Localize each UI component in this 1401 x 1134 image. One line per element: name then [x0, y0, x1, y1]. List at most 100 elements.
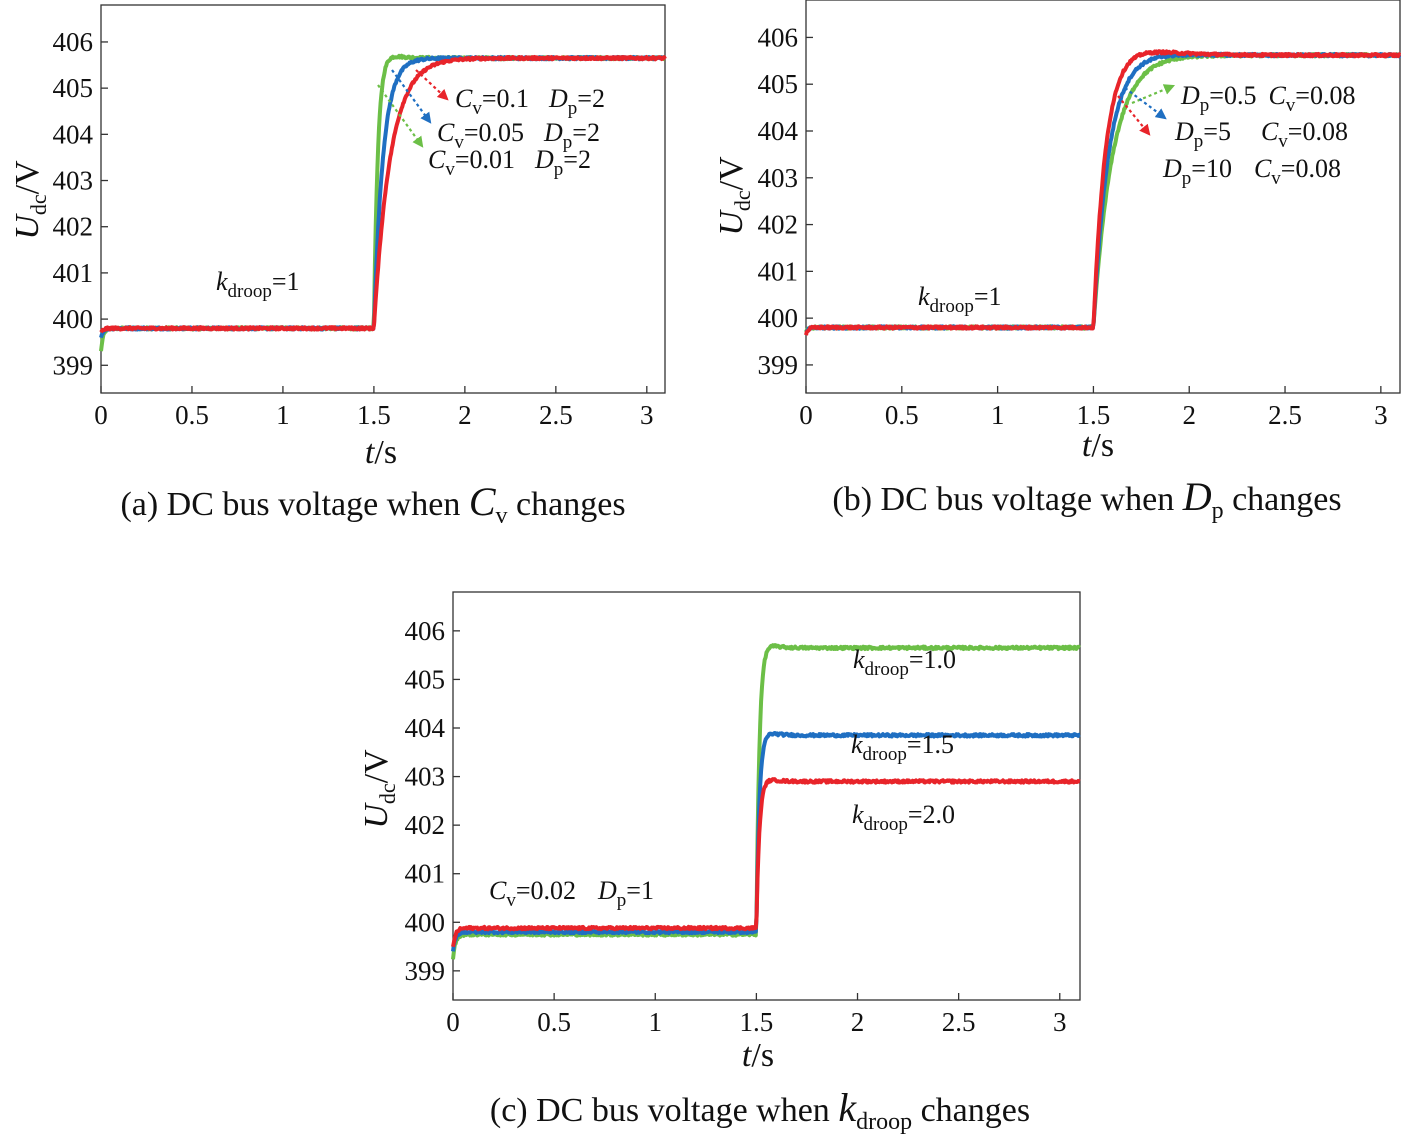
annotation-value: =2.0: [908, 800, 955, 829]
annotation-var: D: [1180, 81, 1200, 110]
annotation-sub: v: [472, 98, 482, 119]
annotation-arrow: [377, 84, 424, 148]
x-axis-unit: /s: [374, 434, 397, 471]
y-tick-label: 401: [53, 258, 94, 288]
annotation-arrow: [391, 69, 432, 124]
annotation-arrow: [1124, 87, 1167, 120]
x-tick-label: 0: [94, 400, 108, 430]
panel-caption: (a) DC bus voltage when Cv changes: [120, 479, 625, 529]
annotation-value: =2: [572, 118, 600, 147]
plot-frame: [452, 591, 1081, 1001]
caption-suffix: changes: [508, 486, 626, 523]
y-axis-sub: dc: [375, 783, 400, 804]
annotation-arrow: [1131, 84, 1176, 105]
annotation-value: =0.01: [455, 145, 515, 174]
y-tick-label: 399: [53, 350, 94, 380]
annotation-arrow: [415, 69, 449, 101]
x-tick-label: 1.5: [740, 1007, 774, 1037]
caption-sub: droop: [856, 1109, 912, 1134]
chart-panel-b: 399 400 401 402 403 404 405 406 0 0.5 1 1.5 2 2.5 3 Udc…: [713, 0, 1401, 524]
annotation-value: =0.02: [516, 876, 576, 905]
y-axis-label: Udc/V: [9, 160, 51, 240]
panel-caption: (c) DC bus voltage when kdroop changes: [490, 1085, 1030, 1134]
annotation-label: Cv=0.01 Dp=2: [428, 145, 591, 180]
annotation-label: Cv=0.05 Dp=2: [437, 118, 600, 153]
y-tick-label: 405: [53, 73, 94, 103]
y-tick-label: 399: [405, 956, 446, 986]
y-tick-label: 404: [405, 713, 446, 743]
plot-frame: [805, 0, 1401, 394]
series-line-1: [451, 643, 1082, 960]
annotation-value: =0.5: [1209, 81, 1256, 110]
x-axis-unit: /s: [751, 1037, 774, 1074]
annotation-var: k: [851, 730, 863, 759]
x-axis-unit: /s: [1091, 427, 1114, 464]
annotation-label: Dp=5 Cv=0.08: [1174, 117, 1348, 152]
annotation-sub: droop: [865, 659, 909, 680]
y-tick-label: 404: [758, 116, 799, 146]
y-tick-label: 402: [758, 210, 799, 240]
annotation-sub: droop: [228, 281, 272, 302]
caption-suffix: changes: [1224, 481, 1342, 518]
annotation-sub: p: [1194, 131, 1204, 152]
annotation-label: kdroop=1.5: [851, 730, 954, 765]
caption-prefix: (a) DC bus voltage when: [120, 486, 468, 523]
annotation-label: Dp=0.5 Cv=0.08: [1180, 81, 1355, 116]
y-axis-label: Udc/V: [358, 749, 400, 829]
annotation-value: =0.08: [1281, 154, 1341, 183]
x-tick-label: 3: [1053, 1007, 1067, 1037]
x-tick-label: 2: [458, 400, 472, 430]
annotation-var: D: [1162, 154, 1182, 183]
y-tick-label: 400: [405, 907, 446, 937]
annotation-var: C: [1254, 154, 1272, 183]
annotation-sub: v: [1271, 168, 1281, 189]
annotation-sub: droop: [863, 744, 907, 765]
annotation-label: kdroop=1.0: [853, 645, 956, 680]
annotation-sub: v: [1286, 95, 1296, 116]
y-axis-unit: /V: [358, 749, 395, 783]
annotation-var: D: [548, 84, 568, 113]
x-tick-label: 0.5: [175, 400, 209, 430]
x-tick-label: 0: [446, 1007, 460, 1037]
annotation-sub: p: [1200, 95, 1210, 116]
y-axis-var: U: [713, 209, 750, 236]
chart-panel-a: 399 400 401 402 403 404 405 406 0 0.5 1 1.5 2 2.5 3 Udc…: [9, 4, 667, 529]
x-tick-label: 2: [1182, 400, 1196, 430]
series-line-3: [804, 49, 1401, 336]
annotation-value: =1: [626, 876, 654, 905]
caption-suffix: changes: [912, 1092, 1030, 1129]
series-line-2: [451, 731, 1082, 952]
caption-var: C: [469, 479, 497, 524]
annotation-value: =1.0: [909, 645, 956, 674]
x-tick-label: 3: [640, 400, 654, 430]
x-tick-label: 1: [276, 400, 290, 430]
panel-caption: (b) DC bus voltage when Dp changes: [832, 474, 1341, 524]
annotation-sub: p: [563, 132, 573, 153]
x-axis-label: t/s: [1082, 427, 1114, 464]
x-tick-label: 1.5: [1077, 400, 1111, 430]
annotation-arrow: [1117, 95, 1151, 136]
annotation-sub: v: [1278, 131, 1288, 152]
annotation-value: =1: [974, 282, 1002, 311]
y-tick-label: 401: [405, 859, 446, 889]
y-tick-label: 400: [53, 304, 94, 334]
y-tick-label: 403: [758, 163, 799, 193]
plot-frame: [100, 4, 666, 394]
annotation-var: k: [852, 800, 864, 829]
y-axis-unit: /V: [713, 156, 750, 190]
annotation-var: D: [543, 118, 563, 147]
y-axis-label: Udc/V: [713, 156, 755, 236]
annotation-sub: droop: [864, 814, 908, 835]
annotation-var: C: [1261, 117, 1279, 146]
y-tick-label: 405: [758, 69, 799, 99]
annotation-var: k: [918, 282, 930, 311]
x-axis-label: t/s: [742, 1037, 774, 1074]
annotation-var: D: [534, 145, 554, 174]
caption-prefix: (c) DC bus voltage when: [490, 1092, 838, 1129]
annotation-var: k: [853, 645, 865, 674]
annotation-value: =2: [563, 145, 591, 174]
annotation-sub: v: [454, 132, 464, 153]
annotation-value: =1.5: [907, 730, 954, 759]
y-axis-sub: dc: [730, 190, 755, 211]
